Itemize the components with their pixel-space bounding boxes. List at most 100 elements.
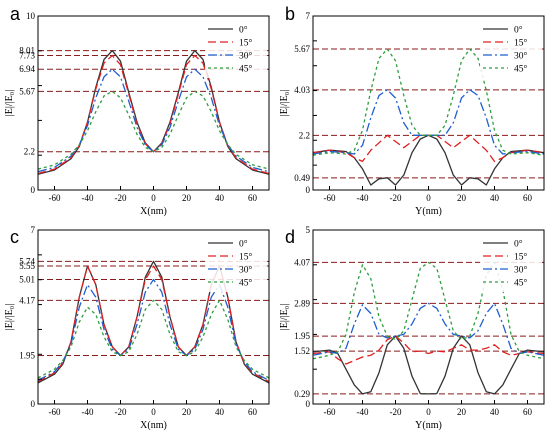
y-axis-title: |E|/|E₀| xyxy=(279,90,290,117)
reference-label: 0.29 xyxy=(294,389,310,399)
reference-label: 2.89 xyxy=(294,298,310,308)
legend-label: 45° xyxy=(514,278,528,289)
x-tick-label: 60 xyxy=(248,407,258,417)
y-tick-label: 7 xyxy=(306,11,311,21)
panel-label: c xyxy=(10,227,19,247)
x-tick-label: 60 xyxy=(248,193,258,203)
x-tick-label: -20 xyxy=(390,193,402,203)
reference-label: 4.03 xyxy=(294,85,310,95)
panel-a: a 8.017.73 6.94 5.67 2.2 -60 -40 -20 0 20 40 60 0 10 X… xyxy=(4,4,270,217)
panel-label: b xyxy=(285,4,295,24)
x-tick-label: 20 xyxy=(457,407,467,417)
reference-label: 5.74 xyxy=(19,256,35,266)
legend-label: 15° xyxy=(514,252,528,263)
x-tick-label: -60 xyxy=(324,193,336,203)
x-tick-label: -60 xyxy=(324,407,336,417)
reference-label: 5.01 xyxy=(19,274,35,284)
y-tick-label: 0 xyxy=(306,185,311,195)
panel-d: d 4.07 2.89 1.95 1.52 0.29 -60 -40 -20 0 20 40 60 0 5 Y… xyxy=(279,225,545,431)
y-tick-label: 0 xyxy=(31,185,36,195)
x-tick-label: -60 xyxy=(49,193,61,203)
reference-label: 1.95 xyxy=(294,331,310,341)
series-line xyxy=(313,302,544,356)
x-tick-label: 0 xyxy=(151,193,156,203)
x-tick-label: -60 xyxy=(49,407,61,417)
legend-label: 0° xyxy=(514,25,523,36)
x-tick-label: 20 xyxy=(457,193,467,203)
legend-label: 15° xyxy=(239,38,253,49)
legend-label: 30° xyxy=(239,51,253,62)
y-axis-title: |E|/|E₀| xyxy=(279,304,290,331)
x-axis-title: X(nm) xyxy=(140,420,167,431)
x-tick-label: -20 xyxy=(115,407,127,417)
y-tick-label: 0 xyxy=(31,399,36,409)
x-tick-label: 0 xyxy=(426,193,431,203)
y-tick-label: 0 xyxy=(306,399,311,409)
series-line xyxy=(38,90,269,170)
series-line xyxy=(313,134,544,186)
x-tick-label: -40 xyxy=(82,193,94,203)
series-line xyxy=(313,89,544,155)
reference-label: 5.67 xyxy=(19,86,35,96)
x-axis-title: Y(nm) xyxy=(415,420,442,431)
panel-c: c5.745.55 5.01 4.17 1.95 -60 -40 -20 0 20 40 60 0 7 X… xyxy=(4,225,270,431)
legend-label: 30° xyxy=(239,265,253,276)
reference-label: 1.52 xyxy=(294,346,310,356)
reference-label: 2.2 xyxy=(24,147,35,157)
y-axis-title: |E|/|E₀| xyxy=(4,90,15,117)
reference-label: 0.49 xyxy=(294,173,310,183)
x-tick-label: -40 xyxy=(82,407,94,417)
legend-label: 0° xyxy=(239,25,248,36)
reference-label: 5.67 xyxy=(294,44,310,54)
x-tick-label: 40 xyxy=(490,193,500,203)
panel-b: b 5.67 4.03 2.2 0.49 -60 -40 -20 0 20 40 60 0 7 Y(nm) |… xyxy=(279,4,545,217)
legend: 0° 15° 30° 45° xyxy=(480,234,542,292)
series-line xyxy=(313,134,544,163)
legend-label: 45° xyxy=(239,278,253,289)
x-tick-label: 60 xyxy=(523,193,533,203)
legend-label: 0° xyxy=(514,239,523,250)
legend-label: 30° xyxy=(514,265,528,276)
series-line xyxy=(313,48,544,156)
series-line xyxy=(313,335,544,395)
y-tick-label: 7 xyxy=(31,225,36,235)
reference-label: 2.2 xyxy=(299,130,310,140)
y-axis-title: |E|/|E₀| xyxy=(4,304,15,331)
panel-label: d xyxy=(285,227,295,247)
series-line xyxy=(313,335,544,365)
x-tick-label: 0 xyxy=(151,407,156,417)
reference-label: 4.17 xyxy=(19,295,35,305)
series-line xyxy=(38,278,269,381)
x-tick-label: 40 xyxy=(215,193,225,203)
reference-label: 7.73 xyxy=(19,50,35,60)
legend-label: 15° xyxy=(514,38,528,49)
legend: 0° 15° 30° 45° xyxy=(205,234,267,292)
legend: 0° 15° 30° 45° xyxy=(205,20,267,78)
reference-label: 6.94 xyxy=(19,64,35,74)
x-tick-label: 40 xyxy=(215,407,225,417)
reference-label: 5.55 xyxy=(19,261,35,271)
reference-label: 1.95 xyxy=(19,351,35,361)
legend: 0° 15° 30° 45° xyxy=(480,20,542,78)
x-axis-title: Y(nm) xyxy=(415,206,442,217)
reference-label: 8.01 xyxy=(19,46,35,56)
legend-label: 0° xyxy=(239,239,248,250)
legend-label: 45° xyxy=(514,64,528,75)
x-tick-label: -20 xyxy=(390,407,402,417)
x-tick-label: 40 xyxy=(490,407,500,417)
legend-label: 15° xyxy=(239,252,253,263)
x-tick-label: -40 xyxy=(357,193,369,203)
x-tick-label: -40 xyxy=(357,407,369,417)
x-tick-label: 20 xyxy=(182,193,192,203)
reference-label: 4.07 xyxy=(294,257,310,267)
legend-label: 45° xyxy=(239,64,253,75)
x-tick-label: 60 xyxy=(523,407,533,417)
panel-label: a xyxy=(10,4,21,24)
x-tick-label: 0 xyxy=(426,407,431,417)
y-tick-label: 10 xyxy=(26,11,36,21)
x-axis-title: X(nm) xyxy=(140,206,167,217)
legend-label: 30° xyxy=(514,51,528,62)
y-tick-label: 5 xyxy=(306,225,311,235)
x-tick-label: 20 xyxy=(182,407,192,417)
